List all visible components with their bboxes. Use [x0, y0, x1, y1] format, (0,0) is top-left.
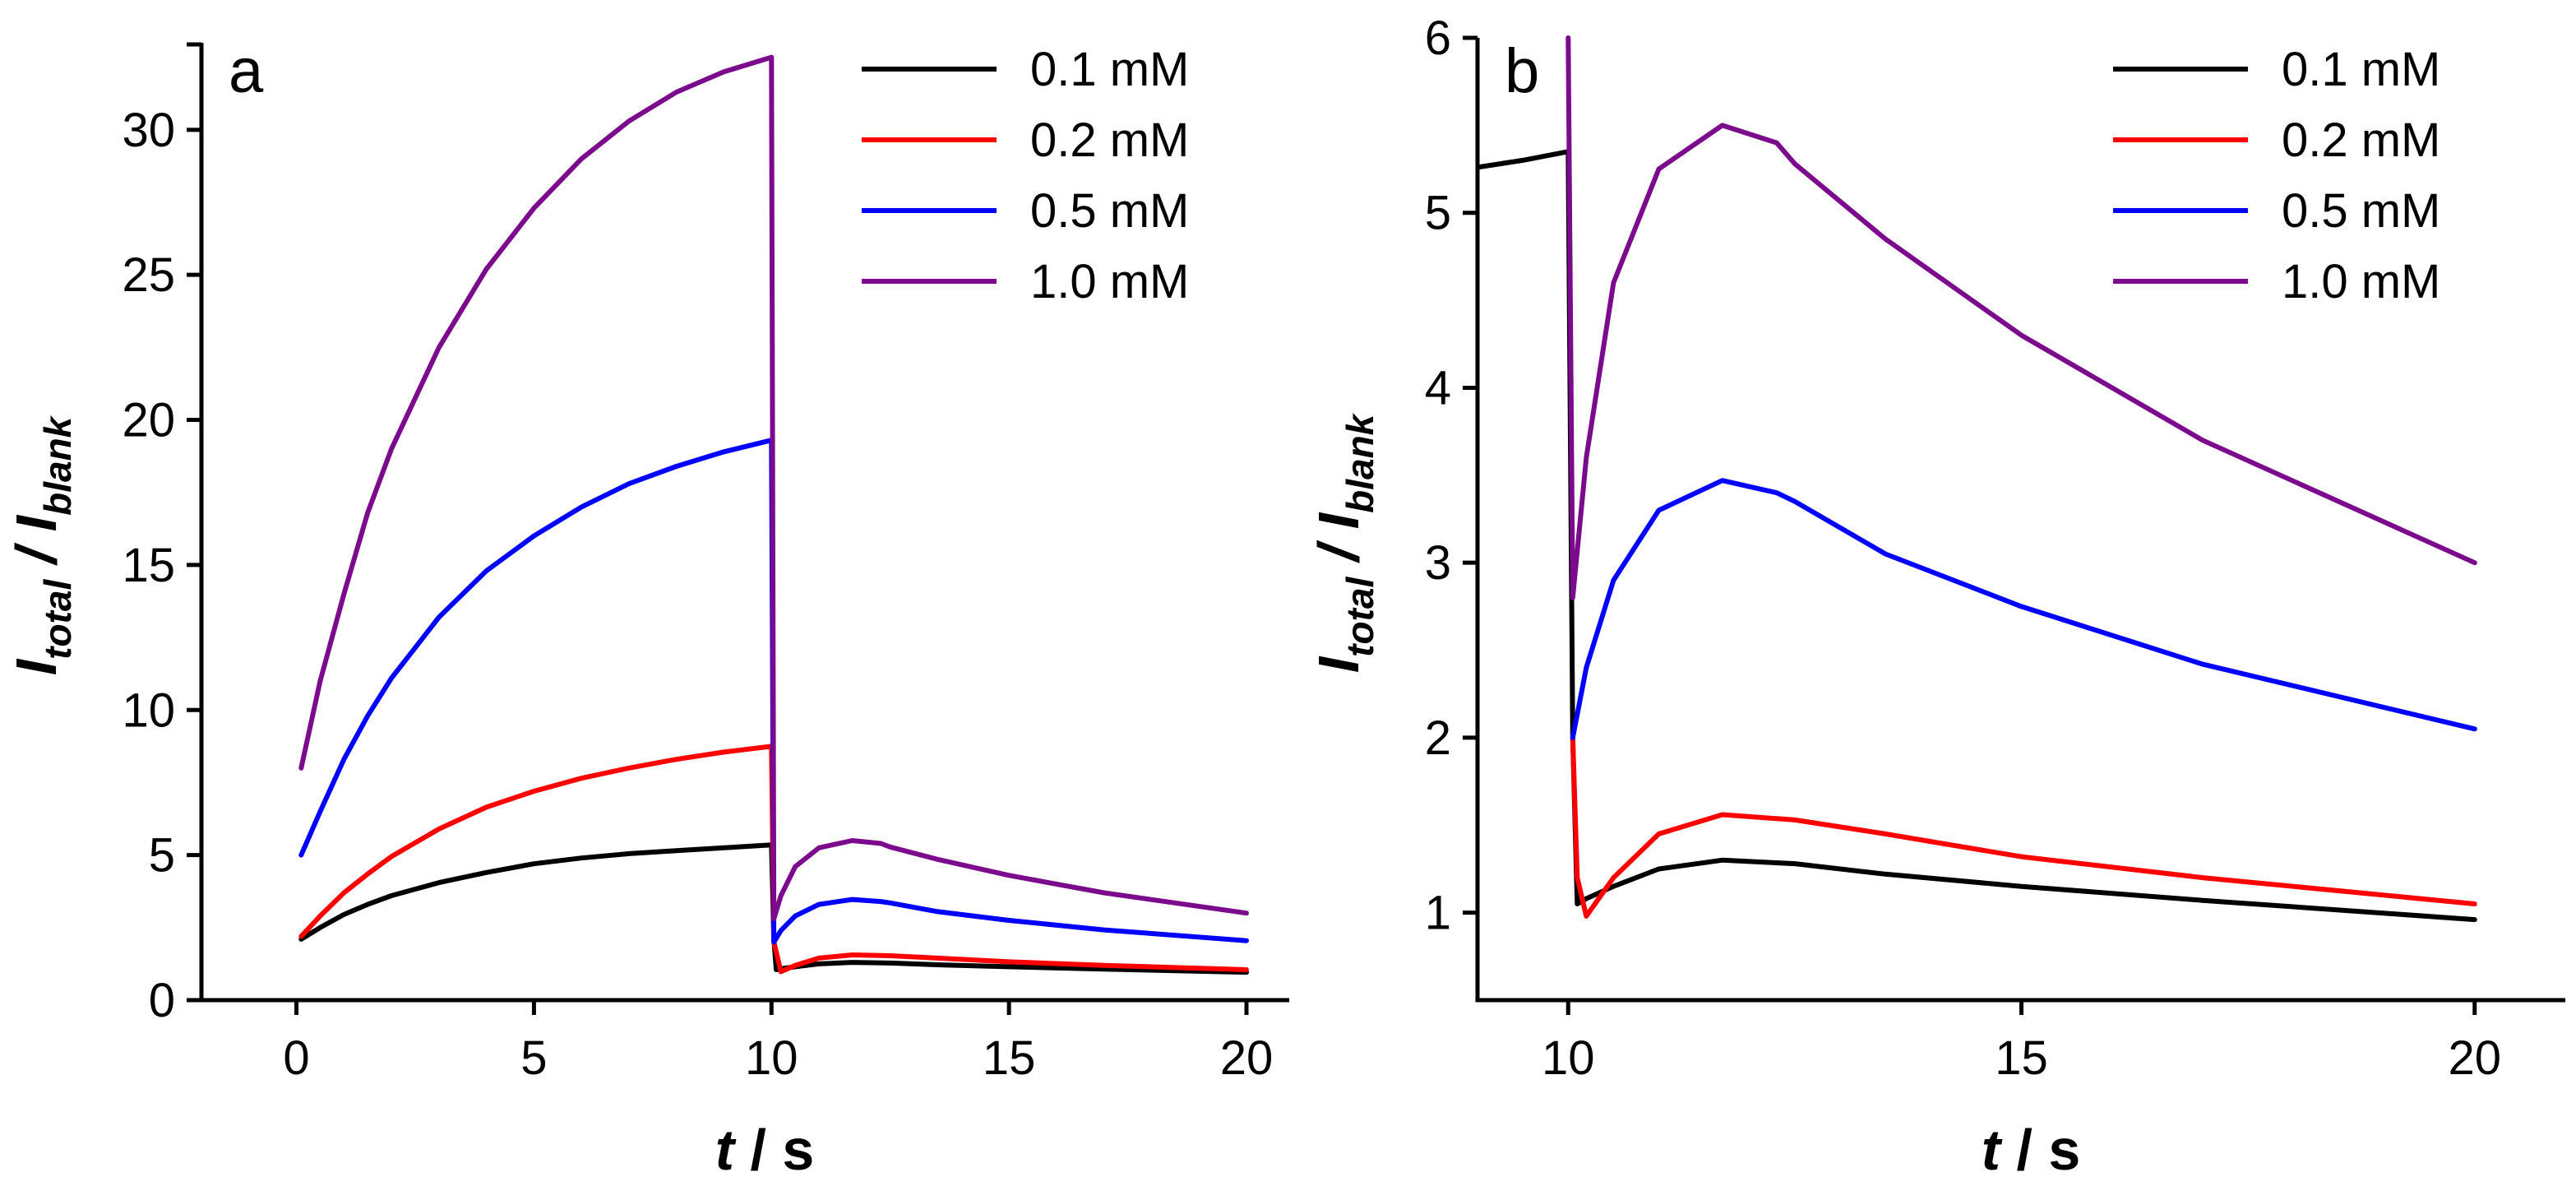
x-tick-label: 20: [1220, 1031, 1274, 1085]
x-tick-label: 15: [983, 1031, 1036, 1085]
y-tick-label: 5: [1425, 187, 1451, 240]
y-tick-label: 10: [122, 683, 175, 737]
legend: 0.1 mM 0.2 mM 0.5 mM 1.0 mM: [2113, 43, 2440, 308]
legend: 0.1 mM 0.2 mM 0.5 mM 1.0 mM: [862, 43, 1189, 308]
x-axis-title-sep: /: [734, 1118, 782, 1182]
legend-label: 0.5 mM: [1030, 184, 1189, 238]
plot-area: [298, 54, 1249, 975]
y-axis-title-sep: /: [1306, 529, 1371, 577]
y-axis-title-sub: total: [1339, 576, 1381, 656]
y-tick-label: 6: [1425, 12, 1451, 65]
y-tick-label: 30: [122, 104, 175, 157]
x-axis-title-sep: /: [2000, 1118, 2048, 1182]
series-line-0-5-mm: [1570, 478, 2477, 740]
plot-area: [1478, 35, 2477, 923]
legend-label: 1.0 mM: [2282, 255, 2440, 308]
series-line-0-1-mm: [1478, 149, 2477, 923]
y-tick-label: 15: [122, 539, 175, 592]
series-line-0-2-mm: [298, 744, 1249, 975]
panel-label: b: [1505, 36, 1539, 106]
x-axis-title: t / s: [715, 1118, 815, 1182]
x-axis-title-unit: s: [782, 1118, 814, 1182]
x-tick-label: 20: [2448, 1031, 2501, 1085]
y-axis-title-den: I: [1306, 512, 1371, 529]
y-axis-title-sep: /: [4, 531, 68, 579]
x-axis-title-unit: s: [2048, 1118, 2080, 1182]
panel-label: a: [229, 36, 264, 106]
y-tick-label: 0: [149, 974, 175, 1027]
legend-label: 1.0 mM: [1030, 255, 1189, 308]
legend-label: 0.2 mM: [1030, 114, 1189, 167]
legend-label: 0.2 mM: [2282, 114, 2440, 167]
y-axis-title: Itotal / Iblank: [4, 415, 79, 675]
x-axis-title-var: t: [1982, 1118, 2003, 1182]
y-tick-label: 5: [149, 829, 175, 883]
chart-panel-b: 1 2 3 4 5 6 10 15 20 0.1 mM 0.2 mM 0.5 mM 1.0 mM b t /…: [1306, 12, 2565, 1182]
x-tick-label: 0: [283, 1031, 309, 1085]
x-tick-label: 10: [745, 1031, 798, 1085]
y-axis-title: Itotal / Iblank: [1306, 412, 1381, 673]
legend-label: 0.1 mM: [2282, 43, 2440, 96]
series-line-0-1-mm: [298, 842, 1249, 975]
x-tick-label: 5: [520, 1031, 547, 1085]
series-line-1-0-mm: [298, 54, 1249, 922]
x-tick-label: 15: [1995, 1031, 2048, 1085]
x-axis-title-var: t: [715, 1118, 737, 1182]
x-tick-label: 10: [1542, 1031, 1595, 1085]
chart-panel-a: 0 5 10 15 20 25 30 0 5 10 15 20 0.1 mM 0.2 mM 0.5 mM 1.…: [4, 36, 1289, 1182]
y-tick-label: 20: [122, 394, 175, 447]
y-axis-title-sub-den: blank: [1339, 412, 1381, 513]
series-line-0-5-mm: [298, 438, 1249, 945]
y-axis-title-main: I: [1306, 656, 1371, 673]
legend-label: 0.1 mM: [1030, 43, 1189, 96]
series-line-0-2-mm: [1570, 734, 2477, 919]
y-tick-label: 2: [1425, 711, 1451, 765]
x-axis-title: t / s: [1982, 1118, 2081, 1182]
series-line-1-0-mm: [1565, 35, 2477, 600]
y-tick-label: 25: [122, 248, 175, 302]
y-tick-label: 3: [1425, 536, 1451, 590]
y-axis-title-sub: total: [36, 578, 79, 659]
legend-label: 0.5 mM: [2282, 184, 2440, 238]
y-axis-title-den: I: [4, 514, 68, 531]
y-tick-label: 1: [1425, 887, 1451, 940]
y-tick-label: 4: [1425, 361, 1451, 415]
y-axis-title-sub-den: blank: [36, 415, 79, 516]
y-axis-title-main: I: [4, 658, 68, 675]
